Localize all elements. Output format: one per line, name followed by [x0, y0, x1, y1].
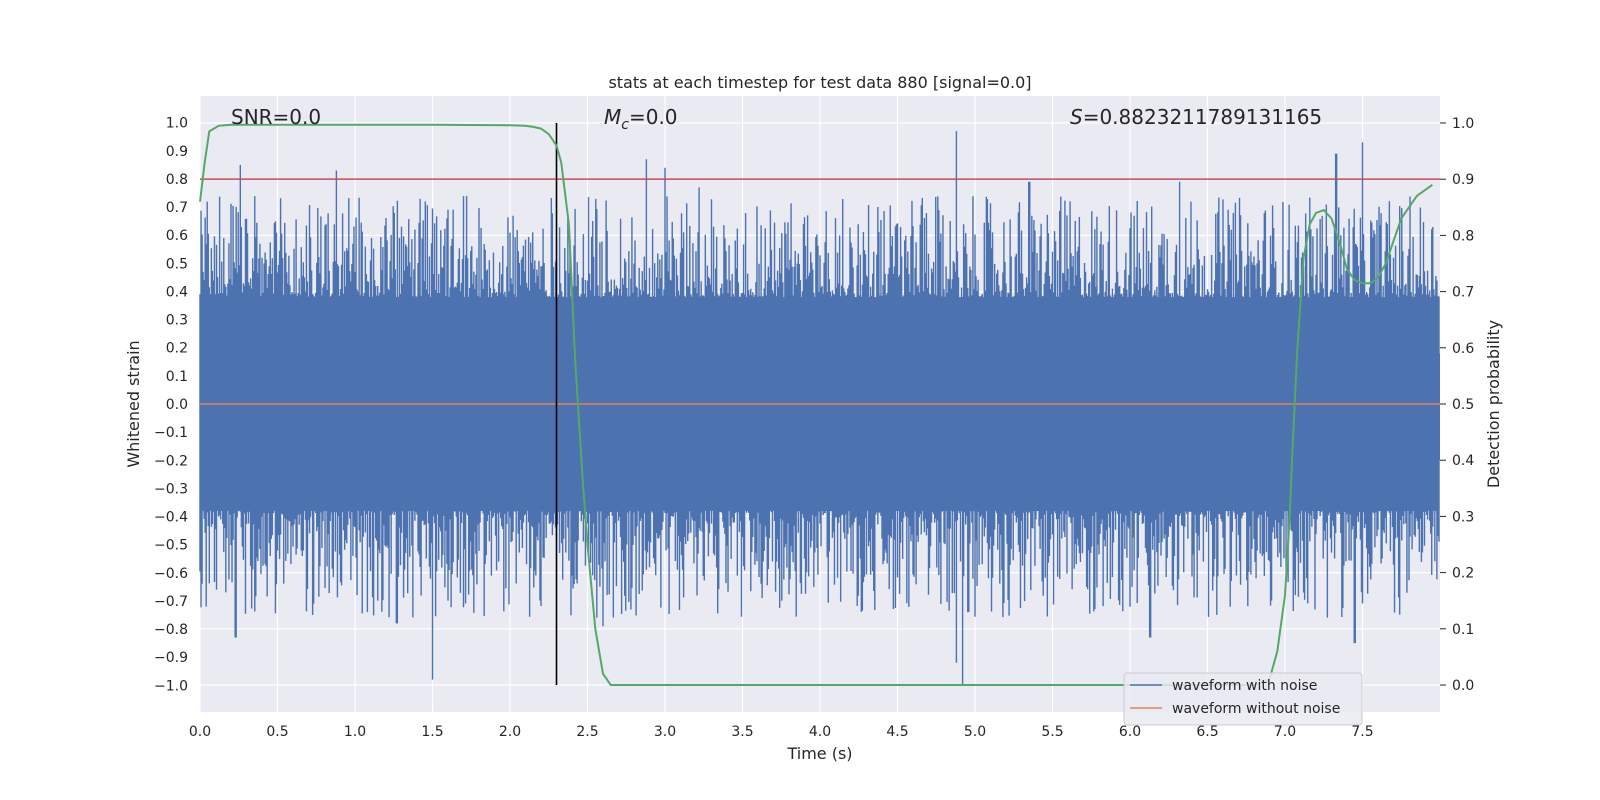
y-tick-label: 0.0	[166, 397, 188, 413]
mc-symbol: M	[604, 105, 621, 129]
y-tick-label: −0.4	[154, 510, 188, 526]
x-tick-label: 2.0	[499, 724, 521, 740]
x-tick-label: 4.5	[886, 724, 908, 740]
y-tick-label: −0.7	[154, 594, 188, 610]
x-tick-label: 3.0	[654, 724, 676, 740]
y-tick-label: 0.4	[166, 284, 188, 300]
y-axis-label: Whitened strain	[124, 340, 143, 467]
legend-box	[1123, 672, 1363, 726]
y-tick-label: 0.9	[166, 144, 188, 160]
x-tick-label: 1.0	[344, 724, 366, 740]
y2-axis-label: Detection probability	[1484, 320, 1503, 488]
y-tick-label: −0.9	[154, 650, 188, 666]
x-axis-label: Time (s)	[786, 744, 852, 763]
y2-tick-label: 0.9	[1452, 172, 1474, 188]
x-tick-label: 6.0	[1119, 724, 1141, 740]
chart-title: stats at each timestep for test data 880…	[608, 73, 1031, 92]
y2-tick-label: 0.0	[1452, 678, 1474, 694]
y-tick-label: −0.8	[154, 622, 188, 638]
x-tick-label: 2.5	[576, 724, 598, 740]
mc-annotation: Mc=0.0	[604, 105, 678, 133]
x-tick-label: 5.5	[1041, 724, 1063, 740]
mc-subscript: c	[621, 117, 629, 133]
y-tick-label: −0.2	[154, 453, 188, 469]
y2-tick-label: 0.4	[1452, 453, 1474, 469]
y-tick-label: 1.0	[166, 116, 188, 132]
y-tick-label: −0.6	[154, 566, 188, 582]
x-tick-label: 0.5	[266, 724, 288, 740]
x-tick-label: 7.0	[1274, 724, 1296, 740]
strain-series-layer	[199, 131, 1440, 686]
s-value: =0.8823211789131165	[1083, 105, 1322, 129]
y-tick-label: −0.3	[154, 481, 188, 497]
y2-tick-label: 0.3	[1452, 509, 1474, 525]
y2-tick-label: 0.7	[1452, 285, 1474, 301]
y-tick-label: −0.1	[154, 425, 188, 441]
s-symbol: S	[1070, 105, 1083, 129]
y2-tick-label: 0.5	[1452, 397, 1474, 413]
axes-layer: 0.0 0.5 1.0 1.5 2.0 2.5 3.0 3.5 4.0 4.5 5.0 5.5 6.0 6…	[154, 116, 1474, 740]
mc-value: =0.0	[629, 105, 678, 129]
x-tick-label: 7.5	[1351, 724, 1373, 740]
y-tick-label: 0.1	[166, 369, 188, 385]
x-tick-label: 5.0	[964, 724, 986, 740]
legend: waveform with noise waveform without noi…	[1123, 672, 1363, 726]
x-tick-label: 0.0	[189, 724, 211, 740]
y-tick-label: 0.5	[166, 256, 188, 272]
y2-tick-label: 1.0	[1452, 116, 1474, 132]
legend-label-noise: waveform with noise	[1172, 678, 1317, 694]
y2-tick-label: 0.8	[1452, 228, 1474, 244]
y-tick-label: 0.8	[166, 172, 188, 188]
y-tick-label: −0.5	[154, 538, 188, 554]
y-tick-label: 0.3	[166, 313, 188, 329]
s-annotation: S=0.8823211789131165	[1070, 105, 1322, 129]
series-waveform-core-band	[200, 353, 1440, 461]
x-tick-label: 4.0	[809, 724, 831, 740]
x-tick-label: 3.5	[731, 724, 753, 740]
y-tick-label: 0.7	[166, 200, 188, 216]
y2-tick-label: 0.2	[1452, 566, 1474, 582]
y2-tick-label: 0.1	[1452, 622, 1474, 638]
legend-label-clean: waveform without noise	[1172, 701, 1340, 717]
y-tick-label: 0.2	[166, 341, 188, 357]
y-tick-label: 0.6	[166, 228, 188, 244]
y-tick-label: −1.0	[154, 678, 188, 694]
y2-tick-label: 0.6	[1452, 341, 1474, 357]
snr-annotation: SNR=0.0	[231, 105, 321, 129]
x-tick-label: 6.5	[1196, 724, 1218, 740]
x-tick-label: 1.5	[421, 724, 443, 740]
